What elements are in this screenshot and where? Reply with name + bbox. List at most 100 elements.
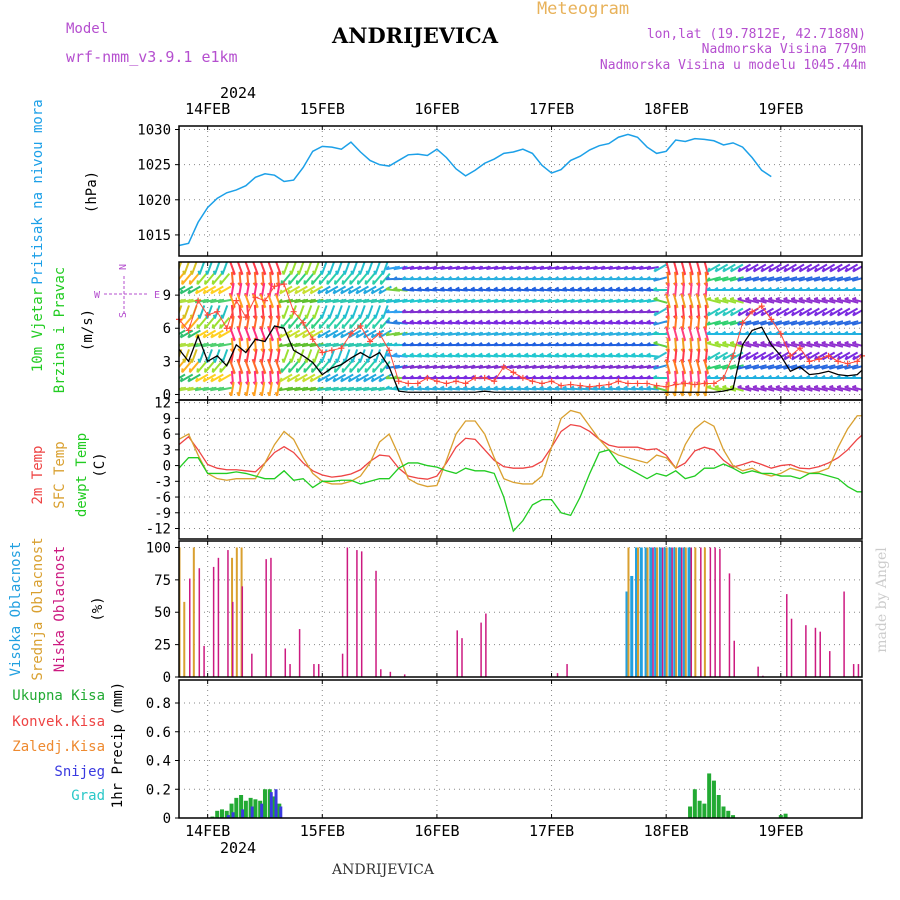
wind-arrow <box>666 348 670 364</box>
wind-arrow-head <box>173 290 175 294</box>
wind-arrow-head <box>585 265 590 270</box>
wind-arrow-head <box>706 267 711 272</box>
wind-arrow-head <box>760 296 765 301</box>
gust-marker <box>710 380 717 387</box>
model-altitude-text: Nadmorska Visina u modelu 1045.44m <box>600 58 866 73</box>
wind-arrow-head <box>630 298 636 303</box>
wind-arrow-head <box>355 377 359 382</box>
wind-arrow-head <box>447 276 452 281</box>
wind-arrow-head <box>805 330 811 335</box>
wind-arrow <box>211 316 223 330</box>
wind-arrow-head <box>309 289 314 294</box>
wind-arrow-head <box>546 375 552 380</box>
wind-arrow-head <box>500 265 506 270</box>
wind-arrow-head <box>546 342 552 347</box>
wind-arrow-head <box>523 265 529 270</box>
wind-arrow-head <box>516 385 521 390</box>
cloud-low-bar <box>485 613 487 677</box>
wind-arrow-head <box>401 286 407 291</box>
wind-arrow-head <box>729 340 735 345</box>
wind-arrow-head <box>653 355 658 360</box>
wind-arrow-head <box>281 314 285 319</box>
wind-arrow-head <box>393 319 398 324</box>
wind-arrow-head <box>201 298 207 303</box>
cloud-high-bar <box>644 547 648 677</box>
wind-arrow-head <box>752 330 757 335</box>
wind-arrow-head <box>409 276 414 281</box>
wind-arrow-head <box>600 352 605 357</box>
wind-arrow-head <box>805 286 811 291</box>
wind-arrow-head <box>501 342 506 347</box>
y-tick-label: 9 <box>163 411 171 427</box>
wind-arrow-head <box>638 298 643 303</box>
wind-arrow <box>183 349 190 363</box>
wind-arrow-head <box>176 315 177 319</box>
wind-arrow-head <box>829 296 834 301</box>
wind-arrow-head <box>783 355 787 360</box>
wind-arrow-head <box>600 364 605 369</box>
wind-arrow <box>697 282 701 298</box>
wind-arrow-head <box>577 331 582 336</box>
wind-arrow-head <box>546 364 552 369</box>
wind-arrow-head <box>813 267 818 272</box>
wind-arrow-head <box>355 333 359 338</box>
wind-arrow <box>190 349 198 363</box>
wind-arrow-head <box>365 314 369 319</box>
wind-axis-label-2: Brzina i Pravac <box>52 267 68 393</box>
gust-marker <box>538 380 545 387</box>
wind-arrow-head <box>554 265 559 270</box>
wind-arrow-head <box>201 342 207 347</box>
wind-arrow-head <box>455 298 460 303</box>
wind-arrow <box>340 298 355 304</box>
wind-arrow-head <box>539 319 544 324</box>
wind-arrow <box>332 285 347 295</box>
wind-arrow <box>680 293 687 309</box>
cloud-mid-bar <box>694 547 697 677</box>
wind-arrow-head <box>664 391 669 397</box>
wind-arrow-head <box>782 277 787 282</box>
wind-arrow <box>325 329 339 339</box>
cloud-high-bar <box>663 547 667 677</box>
wind-arrow <box>776 263 790 273</box>
wind-arrow-head <box>432 265 437 270</box>
wind-arrow <box>737 351 752 361</box>
wind-arrow-head <box>342 270 346 275</box>
wind-arrow-head <box>608 319 613 324</box>
wind-arrow <box>689 282 693 298</box>
wind-arrow-head <box>775 365 780 370</box>
wind-arrow-head <box>608 352 613 357</box>
cloud-high-bar <box>625 591 629 677</box>
wind-arrow-head <box>251 391 256 397</box>
cloud-low-bar <box>231 601 234 677</box>
wind-arrow-head <box>706 296 712 301</box>
wind-arrow-head <box>554 298 559 303</box>
y-tick-label: 1030 <box>137 123 171 139</box>
wind-arrow-head <box>615 309 621 314</box>
wind-arrow-head <box>821 330 826 335</box>
wind-arrow <box>737 307 752 317</box>
wind-arrow-head <box>432 319 437 324</box>
wind-arrow-head <box>424 352 430 357</box>
wind-arrow-head <box>340 377 344 382</box>
wind-arrow-head <box>401 375 407 380</box>
wind-arrow-head <box>767 330 772 335</box>
wind-arrow <box>381 262 389 275</box>
gust-marker <box>586 383 593 390</box>
gust-marker <box>749 308 756 315</box>
wind-arrow-head <box>729 277 734 282</box>
compass-w: W <box>94 290 101 301</box>
cloud-low-bar <box>356 550 358 677</box>
cloud-low-bar <box>189 578 191 677</box>
wind-arrow <box>681 381 685 397</box>
wind-arrow-head <box>806 267 810 272</box>
wind-arrow-head <box>569 375 575 380</box>
wind-arrow-head <box>722 384 727 389</box>
wind-arrow <box>294 373 308 383</box>
wind-arrow <box>362 342 378 348</box>
wind-arrow-head <box>182 358 186 363</box>
wind-arrow-head <box>319 270 323 275</box>
wind-arrow-head <box>791 355 795 360</box>
cloud-high-bar <box>687 547 691 677</box>
wind-arrow <box>722 320 737 326</box>
wind-arrow-head <box>531 309 536 314</box>
